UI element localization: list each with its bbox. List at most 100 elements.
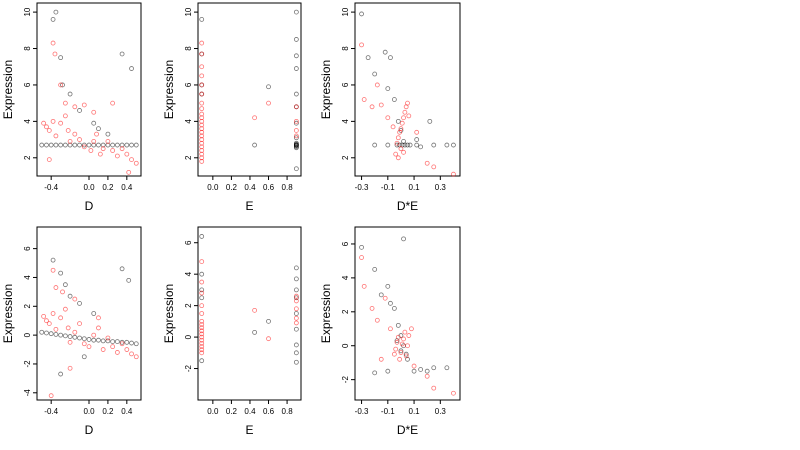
data-point bbox=[395, 334, 401, 340]
data-point bbox=[361, 97, 367, 102]
y-tick-label: 2 bbox=[23, 155, 32, 160]
data-point bbox=[39, 142, 45, 148]
data-point bbox=[395, 155, 401, 161]
y-tick-label: 4 bbox=[341, 119, 350, 124]
data-point bbox=[119, 51, 125, 57]
data-point bbox=[81, 144, 87, 150]
data-point bbox=[411, 363, 417, 369]
data-point bbox=[293, 118, 299, 124]
scatter-panel-3: 2 4 6 8 10 -0.3 -0.1 0.1 0.3 D*E Expression bbox=[319, 2, 461, 213]
y-tick-label: 2 bbox=[341, 309, 350, 314]
data-point bbox=[67, 138, 73, 144]
data-point bbox=[199, 287, 205, 293]
data-point bbox=[293, 265, 299, 271]
data-point bbox=[418, 367, 424, 372]
x-tick-label: 0.4 bbox=[244, 407, 256, 416]
data-point bbox=[199, 328, 205, 334]
data-point bbox=[407, 142, 413, 148]
data-point bbox=[62, 333, 68, 339]
data-point bbox=[129, 142, 134, 148]
data-point bbox=[199, 111, 205, 117]
data-point bbox=[53, 332, 59, 337]
data-point bbox=[382, 49, 388, 55]
data-point bbox=[293, 295, 299, 301]
x-axis-label: D*E bbox=[397, 423, 418, 437]
data-point bbox=[53, 285, 59, 290]
data-point bbox=[414, 142, 420, 148]
y-axis-label: Expression bbox=[162, 284, 176, 343]
data-point bbox=[199, 295, 205, 301]
x-tick-label: 0.0 bbox=[207, 183, 219, 192]
data-point bbox=[401, 236, 406, 242]
data-point bbox=[252, 307, 258, 313]
x-tick-label: 0.4 bbox=[244, 183, 256, 192]
data-point bbox=[62, 306, 68, 312]
x-tick-label: 0.2 bbox=[226, 407, 238, 416]
y-axis-label: Expression bbox=[162, 60, 176, 119]
data-point bbox=[110, 344, 116, 350]
data-point bbox=[50, 16, 56, 22]
data-point bbox=[359, 42, 364, 48]
data-point bbox=[199, 311, 205, 316]
data-point bbox=[58, 120, 64, 126]
data-point bbox=[414, 137, 420, 142]
data-point bbox=[293, 320, 299, 326]
data-point bbox=[293, 142, 299, 148]
data-point bbox=[62, 142, 68, 148]
data-point bbox=[372, 370, 378, 376]
data-point bbox=[133, 160, 139, 166]
scatter-panel-5: -2 0 2 4 6 0.0 0.2 0.4 0.6 0.8 E Expression bbox=[162, 226, 302, 437]
data-point bbox=[96, 126, 101, 132]
data-point bbox=[129, 66, 134, 71]
data-point bbox=[60, 289, 65, 295]
data-point bbox=[50, 257, 56, 263]
data-point bbox=[58, 315, 64, 321]
data-point bbox=[119, 339, 125, 345]
data-point bbox=[58, 270, 64, 276]
y-tick-label: 4 bbox=[23, 275, 32, 280]
data-point bbox=[199, 271, 205, 277]
y-axis-label: Expression bbox=[319, 284, 333, 343]
data-point bbox=[199, 340, 205, 346]
data-point bbox=[399, 120, 405, 126]
data-point bbox=[359, 244, 364, 250]
data-point bbox=[48, 142, 54, 148]
data-point bbox=[60, 82, 65, 88]
data-point bbox=[252, 329, 258, 335]
y-tick-label: 2 bbox=[23, 304, 32, 309]
data-point bbox=[86, 344, 92, 350]
data-point bbox=[105, 335, 111, 341]
data-point bbox=[91, 337, 97, 343]
data-point bbox=[50, 40, 56, 46]
data-point bbox=[199, 325, 205, 331]
data-point bbox=[41, 120, 47, 126]
data-point bbox=[293, 315, 299, 321]
data-point bbox=[100, 347, 106, 352]
data-point bbox=[395, 322, 401, 328]
data-point bbox=[72, 296, 78, 302]
data-point bbox=[424, 160, 430, 166]
data-point bbox=[405, 142, 410, 148]
x-tick-label: 0.0 bbox=[207, 407, 219, 416]
data-point bbox=[91, 332, 97, 338]
data-point bbox=[58, 55, 64, 61]
x-axis-label: D bbox=[85, 199, 94, 213]
x-tick-label: -0.1 bbox=[381, 407, 395, 416]
plot-frame bbox=[36, 226, 142, 401]
data-point bbox=[94, 131, 99, 137]
data-point bbox=[403, 351, 409, 357]
x-tick-label: -0.3 bbox=[355, 183, 369, 192]
data-point bbox=[293, 166, 299, 172]
x-tick-label: 0.8 bbox=[282, 407, 294, 416]
data-point bbox=[105, 338, 111, 344]
data-point bbox=[114, 339, 120, 345]
data-point bbox=[418, 144, 424, 150]
data-point bbox=[126, 169, 132, 175]
plot-frame bbox=[197, 226, 302, 401]
data-point bbox=[114, 142, 120, 148]
y-tick-label: 4 bbox=[23, 119, 32, 124]
data-point bbox=[67, 91, 73, 97]
data-point bbox=[44, 318, 49, 324]
data-point bbox=[378, 292, 384, 298]
y-tick-label: 2 bbox=[341, 155, 350, 160]
